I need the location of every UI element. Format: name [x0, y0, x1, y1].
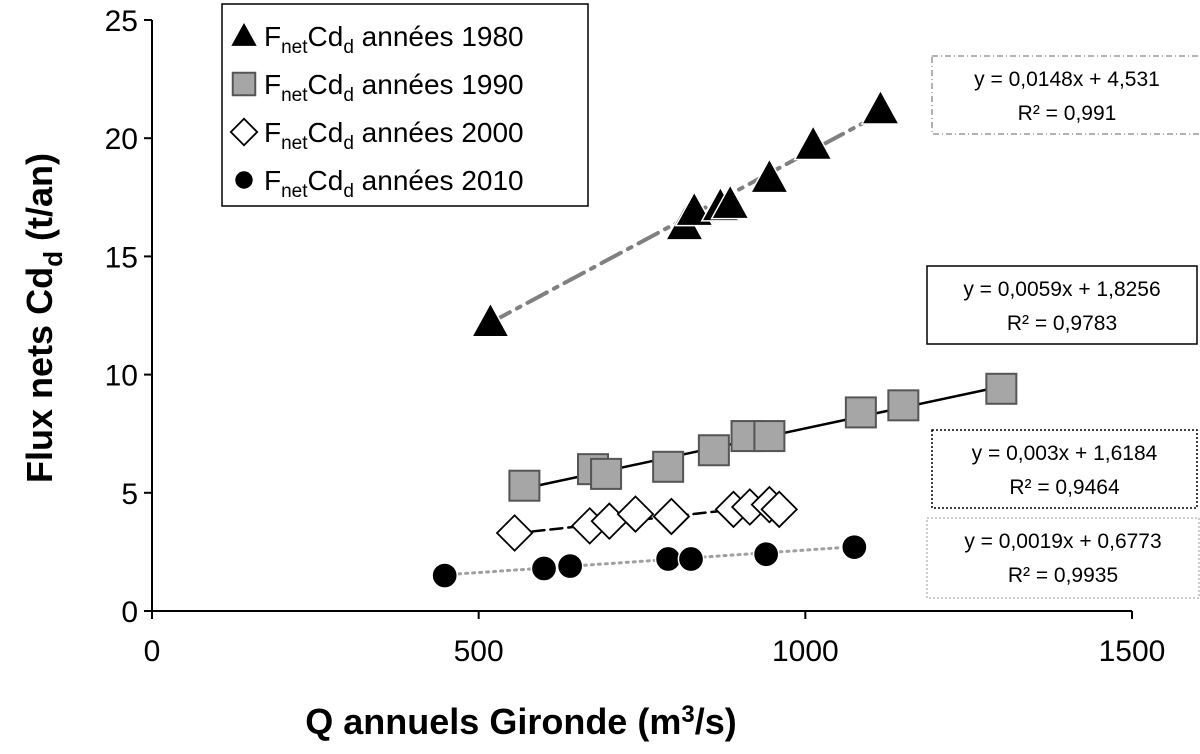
legend-label-s1980: FnetCdd années 1980	[264, 21, 524, 58]
equation-text-s2010: y = 0,0019x + 0,6773	[964, 530, 1161, 553]
data-point-s1990	[590, 457, 623, 490]
data-point-s1980	[860, 88, 901, 125]
y-axis-title-main: Flux nets Cd	[19, 267, 60, 483]
legend-label-sub1: net	[281, 133, 308, 154]
data-point-s2010	[840, 533, 868, 561]
x-axis-title-sup: 3	[681, 701, 694, 728]
legend-label-sub1: net	[281, 37, 308, 58]
legend-marker-s2010	[233, 169, 255, 191]
data-point-s2010	[752, 540, 780, 568]
x-axis-title: Q annuels Gironde (m3/s)	[305, 701, 736, 742]
y-tick-label: 0	[121, 596, 138, 629]
y-axis-title-end: (t/an)	[19, 153, 60, 251]
equation-text-s1990: y = 0,0059x + 1,8256	[963, 278, 1160, 301]
legend-label-s2000: FnetCdd années 2000	[264, 117, 524, 154]
equation-boxes: y = 0,0148x + 4,531 R² = 0,991 y = 0,0059x…	[926, 55, 1200, 599]
data-point-s1990	[844, 396, 877, 429]
data-point-s1990	[508, 469, 541, 502]
data-point-s2010	[530, 555, 558, 582]
legend-marker-s1990	[231, 71, 257, 97]
legend-label-pre: F	[264, 21, 281, 52]
legend-label-post: années 2000	[354, 117, 524, 148]
y-tick-label: 15	[105, 241, 138, 274]
legend-label-sub2: d	[343, 85, 354, 106]
legend-label-mid: Cd	[308, 69, 344, 100]
equation-text-s2000: y = 0,003x + 1,6184	[972, 442, 1158, 465]
data-point-s2010	[556, 552, 584, 580]
legend-label-mid: Cd	[308, 165, 344, 196]
r2-text-s2000: R² = 0,9464	[1009, 476, 1120, 499]
legend-label-sub2: d	[343, 133, 354, 154]
legend-label-pre: F	[264, 69, 281, 100]
data-point-s1980	[793, 124, 834, 161]
legend-label-post: années 1980	[354, 21, 524, 52]
x-tick-label: 1500	[1099, 635, 1166, 668]
y-tick-label: 5	[121, 478, 138, 511]
data-point-s2010	[677, 545, 705, 573]
equation-box-s2000	[931, 429, 1198, 509]
y-tick-label: 25	[105, 5, 138, 38]
y-tick-label: 10	[105, 360, 138, 393]
data-point-s1980	[710, 183, 751, 220]
x-axis-title-main: Q annuels Gironde (m	[305, 701, 681, 742]
x-tick-label: 500	[454, 635, 504, 668]
legend-label-sub1: net	[281, 181, 308, 202]
r2-text-s1980: R² = 0,991	[1018, 102, 1117, 125]
legend-label-pre: F	[264, 165, 281, 196]
data-point-s2000	[652, 497, 691, 536]
y-axis-title: Flux nets Cdd (t/an)	[19, 153, 68, 483]
data-point-s1990	[697, 434, 730, 467]
data-point-s2010	[431, 562, 459, 589]
legend-label-mid: Cd	[308, 117, 344, 148]
data-points	[431, 88, 1018, 589]
legend-label-sub2: d	[343, 37, 354, 58]
data-point-s2010	[654, 545, 682, 573]
y-tick-label: 20	[105, 123, 138, 156]
legend-label-s1990: FnetCdd années 1990	[264, 69, 524, 106]
data-point-s2000	[616, 495, 655, 533]
equation-text-s1980: y = 0,0148x + 4,531	[974, 68, 1160, 91]
legend-label-mid: Cd	[308, 21, 344, 52]
equation-box-s1990	[926, 265, 1198, 345]
axes: 0 5 10 15 20 25 0 500 1000 1500	[105, 5, 1166, 668]
x-tick-label: 0	[144, 635, 161, 668]
legend-label-s2010: FnetCdd années 2010	[264, 165, 524, 202]
legend-marker-s2000	[229, 117, 259, 147]
equation-box-s2010	[926, 517, 1200, 599]
trend-line-s2010	[443, 545, 856, 577]
legend-label-post: années 2010	[354, 165, 524, 196]
legend-marker-s1980	[228, 19, 260, 48]
axis-titles: Q annuels Gironde (m3/s)Flux nets Cdd (t…	[19, 153, 737, 742]
x-axis-title-end: /s)	[695, 701, 737, 742]
r2-text-s2010: R² = 0,9935	[1008, 564, 1118, 587]
x-tick-label: 1000	[772, 635, 839, 668]
legend-box	[221, 3, 589, 207]
legend-label-sub2: d	[343, 181, 354, 202]
data-point-s2000	[760, 490, 799, 529]
data-point-s1990	[652, 450, 685, 483]
r2-text-s1990: R² = 0,9783	[1007, 312, 1117, 335]
data-point-s1980	[470, 301, 511, 338]
y-axis-title-sub: d	[38, 251, 68, 267]
data-point-s1990	[887, 389, 920, 422]
equation-box-s1980	[931, 55, 1200, 135]
data-point-s2000	[495, 514, 534, 552]
data-point-s1990	[985, 372, 1018, 405]
data-point-s1980	[749, 157, 790, 194]
data-point-s1990	[753, 420, 786, 453]
legend-label-pre: F	[264, 117, 281, 148]
legend-label-post: années 1990	[354, 69, 524, 100]
legend-label-sub1: net	[281, 85, 308, 106]
